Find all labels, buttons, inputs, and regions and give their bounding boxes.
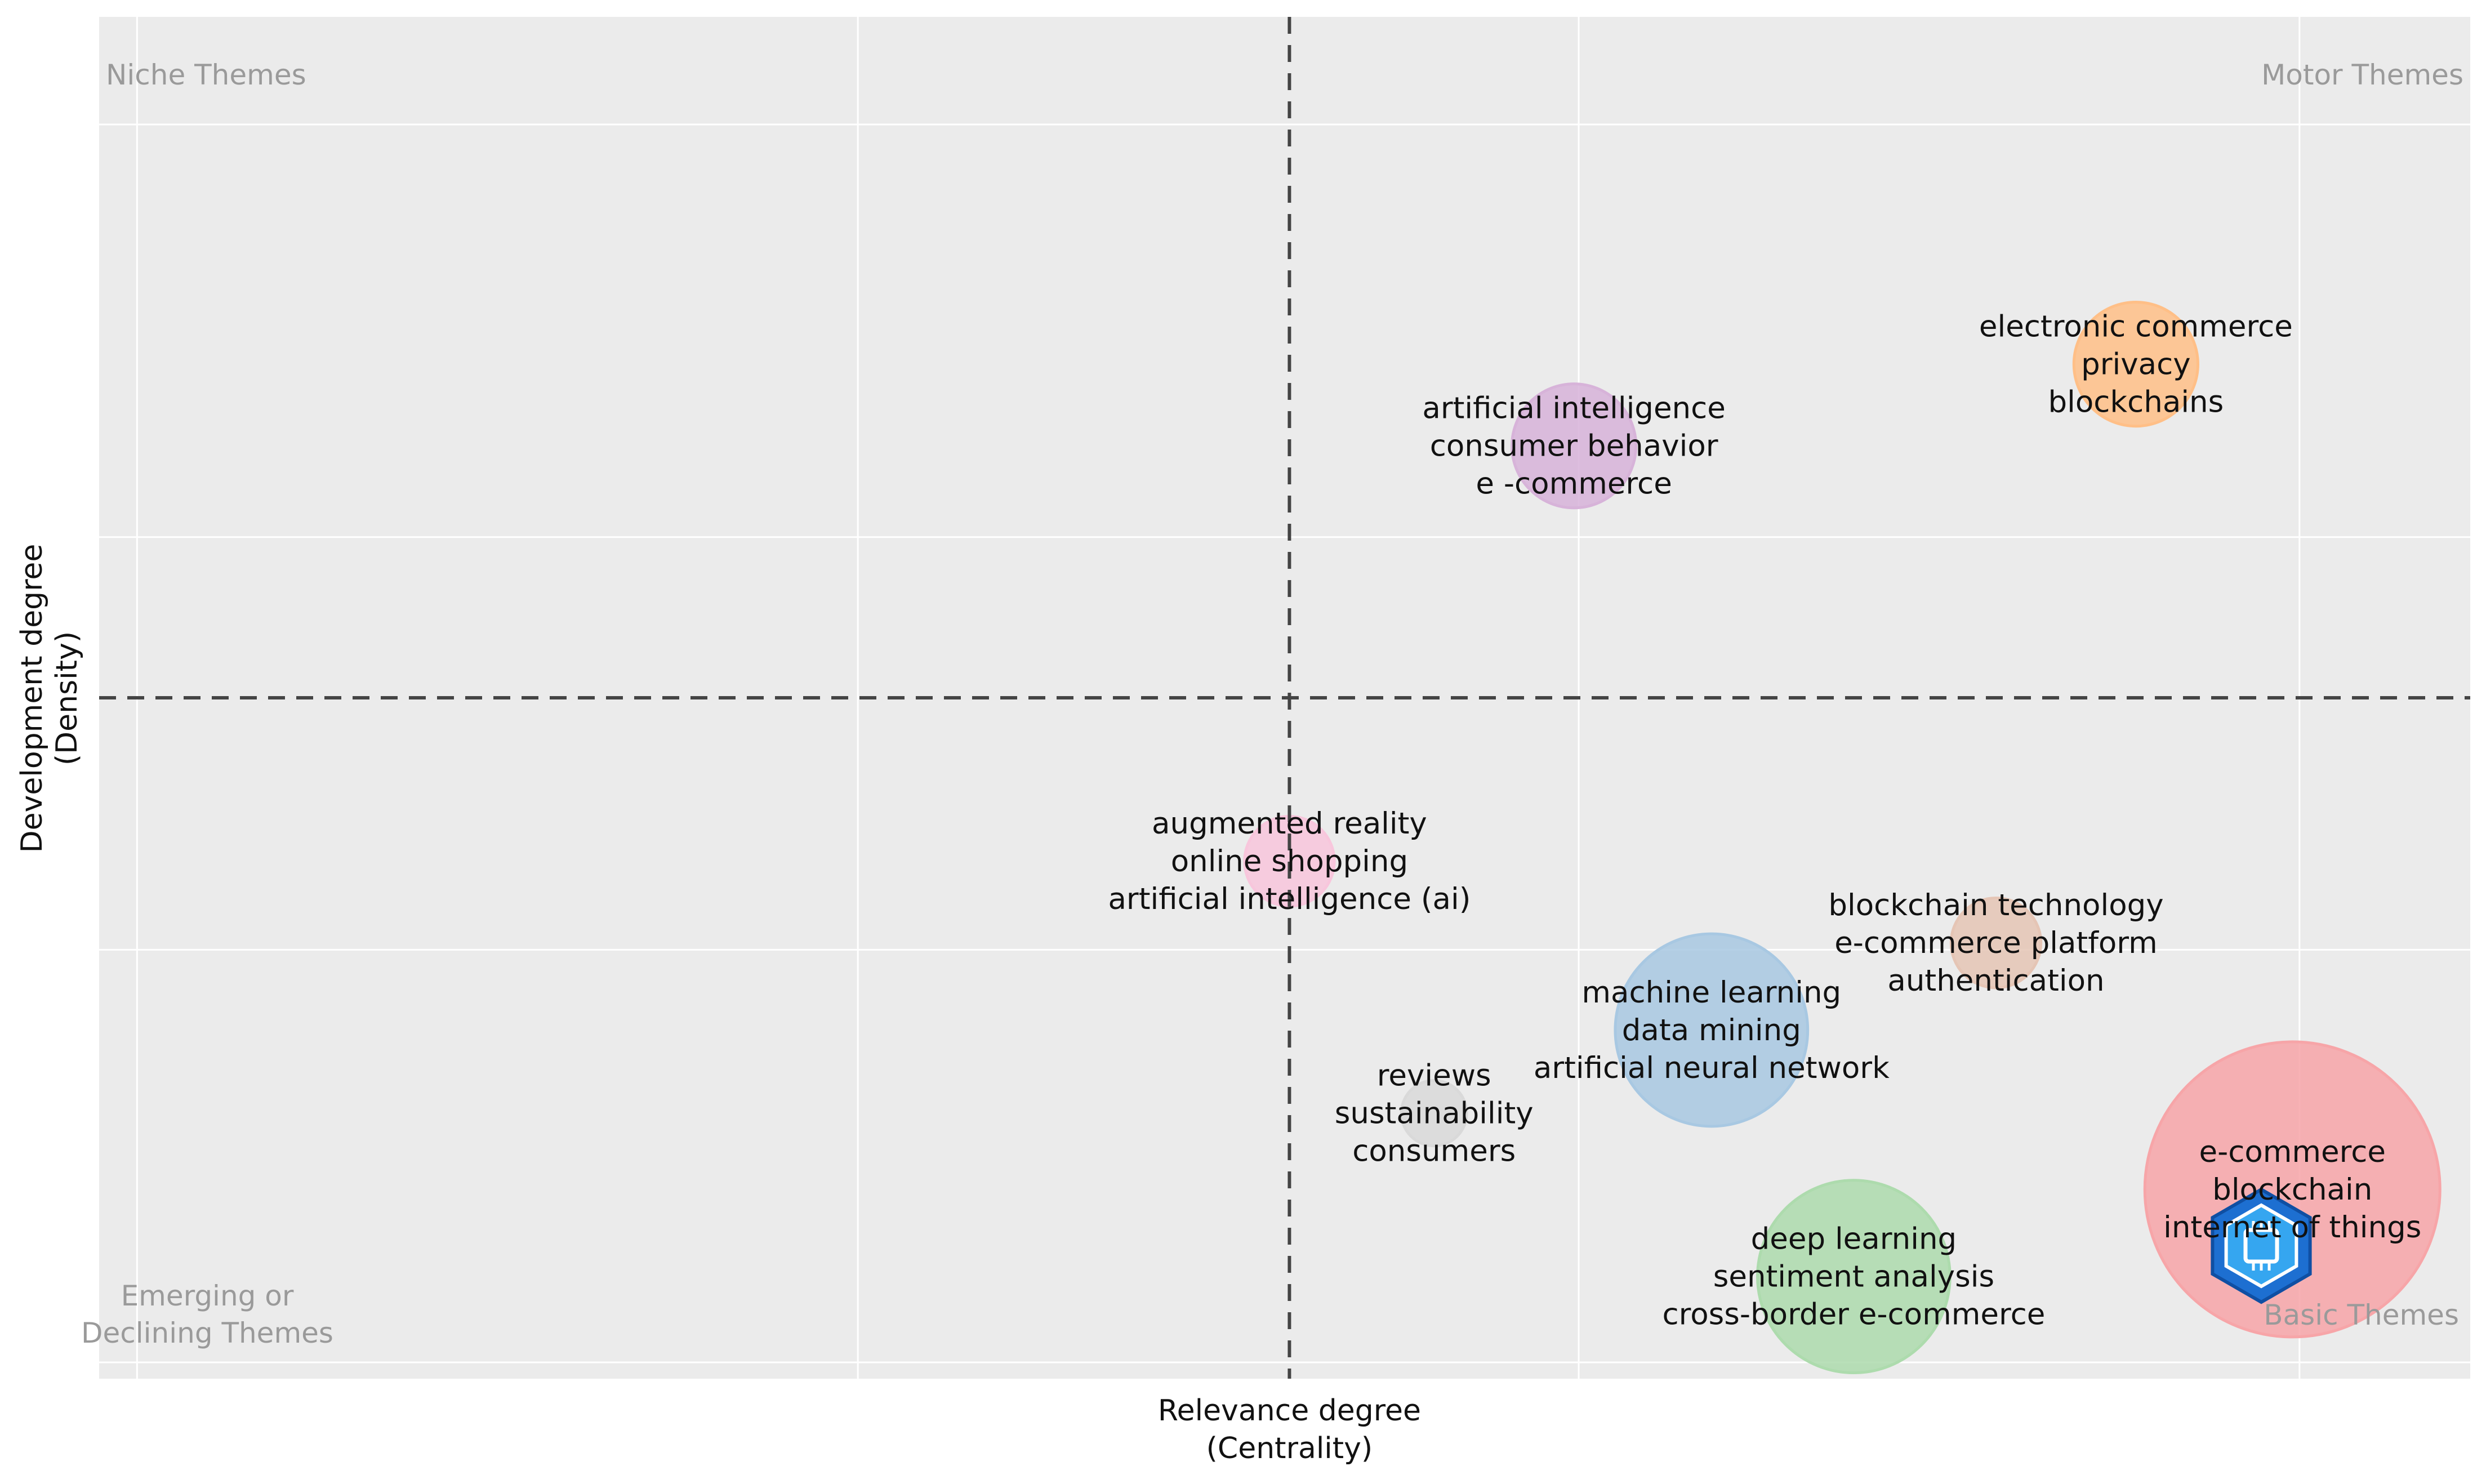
y-axis-title: Development degree (15, 544, 49, 853)
cluster-label: augmented reality (1152, 806, 1427, 841)
cluster-label: consumer behavior (1430, 429, 1718, 464)
cluster-label: online shopping (1171, 844, 1408, 879)
cluster-label: artificial intelligence (ai) (1108, 882, 1471, 916)
cluster-label: sentiment analysis (1713, 1260, 1994, 1294)
cluster-label: internet of things (2163, 1210, 2421, 1245)
cluster-bubble (1400, 1079, 1468, 1148)
cluster-label: consumers (1352, 1134, 1516, 1168)
quadrant-labels: Niche Themes Motor Themes Emerging or Decli… (81, 59, 2463, 1349)
quadrant-label-basic: Basic Themes (2264, 1299, 2459, 1331)
y-axis-title: (Density) (50, 631, 84, 765)
cluster-label: e -commerce (1476, 467, 1672, 501)
reference-lines (99, 17, 2470, 1379)
x-axis-title: Relevance degree (1158, 1394, 1421, 1428)
cluster-label: e-commerce platform (1834, 926, 2158, 960)
x-axis-title: (Centrality) (1206, 1432, 1373, 1465)
cluster-label: electronic commerce (1979, 310, 2293, 344)
cluster-label: artificial neural network (1534, 1051, 1890, 1085)
cluster-bubble (1511, 382, 1638, 510)
ai-chip-icon (2211, 1187, 2312, 1304)
cluster-label: data mining (1622, 1013, 1801, 1048)
quadrant-label-emerging: Emerging or (121, 1280, 294, 1312)
quadrant-label-niche: Niche Themes (106, 59, 306, 91)
cluster-label: artificial intelligence (1422, 391, 1726, 426)
cluster-bubble (1614, 932, 1810, 1128)
cluster-label: sustainability (1335, 1096, 1534, 1130)
quadrant-label-emerging: Declining Themes (81, 1317, 333, 1349)
cluster-label: machine learning (1581, 975, 1841, 1010)
cluster-bubble (1949, 897, 2043, 990)
quadrant-label-motor: Motor Themes (2261, 59, 2463, 91)
cluster-label: blockchain (2212, 1173, 2372, 1207)
cluster-label: e-commerce (2199, 1135, 2386, 1169)
cluster-bubble (1756, 1179, 1952, 1375)
cluster-label: privacy (2081, 347, 2191, 382)
cluster-label: authentication (1887, 964, 2104, 998)
cluster-bubble (2072, 300, 2199, 428)
cluster-label: deep learning (1751, 1222, 1957, 1256)
cluster-label: reviews (1377, 1058, 1491, 1093)
cluster-label: cross-border e-commerce (1662, 1298, 2045, 1332)
cluster-label: blockchains (2048, 385, 2224, 420)
cluster-label: blockchain technology (1828, 888, 2163, 923)
axis-titles: Relevance degree (Centrality) Development … (15, 544, 1421, 1465)
